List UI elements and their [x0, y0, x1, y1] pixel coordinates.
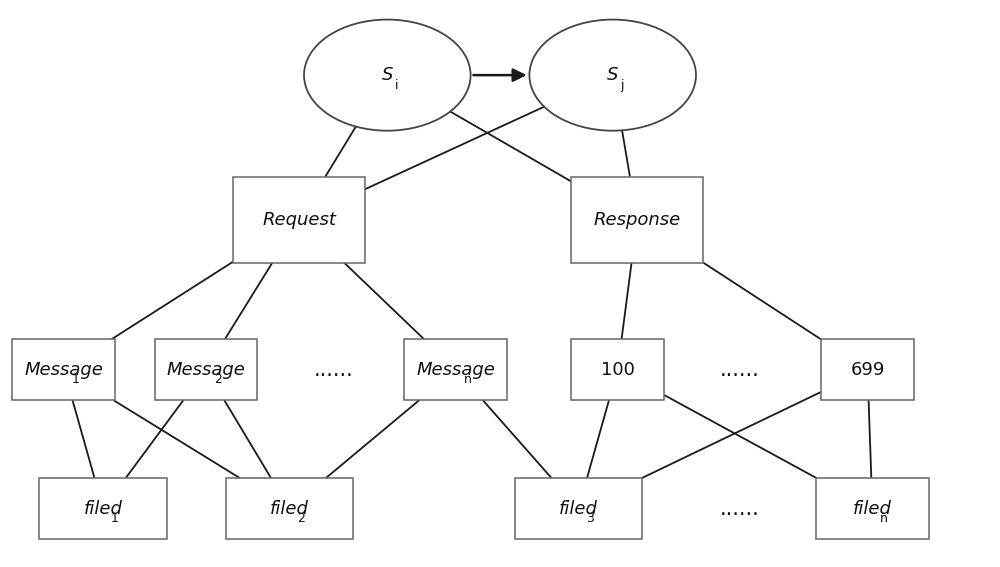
- FancyBboxPatch shape: [233, 176, 365, 263]
- FancyBboxPatch shape: [12, 339, 115, 400]
- FancyBboxPatch shape: [571, 176, 703, 263]
- FancyBboxPatch shape: [816, 478, 929, 539]
- Text: filed: filed: [270, 500, 309, 518]
- Text: 100: 100: [601, 361, 635, 379]
- FancyBboxPatch shape: [821, 339, 914, 400]
- Text: 699: 699: [850, 361, 885, 379]
- Text: Response: Response: [594, 210, 681, 229]
- Text: 1: 1: [111, 512, 119, 525]
- FancyBboxPatch shape: [155, 339, 257, 400]
- Text: filed: filed: [84, 500, 123, 518]
- Text: ......: ......: [720, 498, 760, 519]
- Ellipse shape: [304, 19, 471, 130]
- FancyBboxPatch shape: [515, 478, 642, 539]
- Text: filed: filed: [853, 500, 892, 518]
- Text: Request: Request: [262, 210, 336, 229]
- FancyBboxPatch shape: [39, 478, 167, 539]
- Text: Message: Message: [167, 361, 245, 379]
- Text: S: S: [382, 66, 393, 84]
- Text: j: j: [621, 79, 624, 92]
- Text: Message: Message: [24, 361, 103, 379]
- Text: n: n: [464, 373, 472, 386]
- Text: filed: filed: [559, 500, 598, 518]
- FancyBboxPatch shape: [404, 339, 507, 400]
- Text: i: i: [395, 79, 399, 92]
- Text: 1: 1: [72, 373, 80, 386]
- Text: 2: 2: [297, 512, 305, 525]
- Text: ......: ......: [314, 359, 353, 380]
- FancyBboxPatch shape: [571, 339, 664, 400]
- Text: 2: 2: [214, 373, 222, 386]
- FancyBboxPatch shape: [226, 478, 353, 539]
- Text: n: n: [880, 512, 888, 525]
- Text: Message: Message: [416, 361, 495, 379]
- Text: S: S: [607, 66, 618, 84]
- Ellipse shape: [529, 19, 696, 130]
- Text: 3: 3: [586, 512, 594, 525]
- Text: ......: ......: [720, 359, 760, 380]
